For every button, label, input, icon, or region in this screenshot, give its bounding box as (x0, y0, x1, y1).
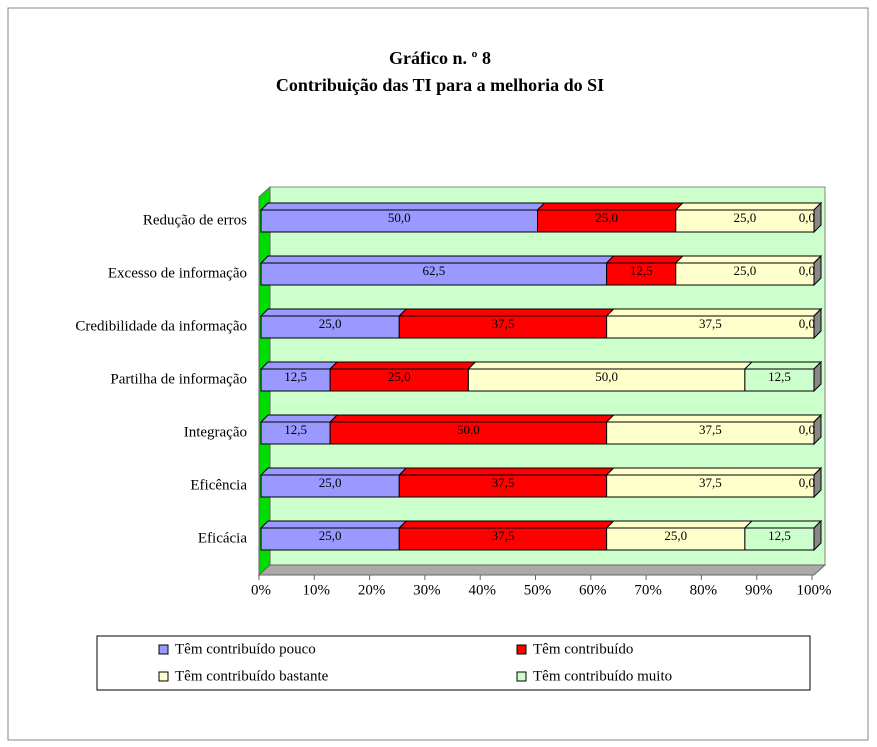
data-label: 25,0 (319, 528, 342, 543)
bar-side (813, 254, 822, 287)
data-label: 50,0 (388, 210, 411, 225)
data-label: 37,5 (699, 475, 722, 490)
x-tick-label: 40% (468, 582, 496, 598)
legend-label: Têm contribuído pouco (175, 641, 316, 657)
chart-title: Gráfico n. º 8 (389, 48, 491, 68)
data-label: 12,5 (768, 369, 791, 384)
bar-side (813, 201, 822, 234)
data-label: 25,0 (664, 528, 687, 543)
floor (257, 564, 827, 576)
bar-side (813, 519, 822, 552)
legend-swatch (516, 671, 527, 682)
bar-top (259, 467, 408, 476)
bar-top (605, 414, 823, 423)
legend (96, 635, 811, 691)
bar-side (813, 466, 822, 499)
y-tick-label: Integração (184, 424, 247, 440)
bar-side (813, 413, 822, 446)
data-label: 12,5 (630, 263, 653, 278)
bar-top (605, 467, 823, 476)
data-label: 62,5 (422, 263, 445, 278)
y-tick-label: Eficácia (198, 530, 247, 546)
bar-top (259, 255, 615, 264)
bar-top (536, 202, 684, 211)
bar-top (259, 361, 339, 370)
data-label: 0,0 (799, 422, 815, 437)
data-label: 0,0 (799, 316, 815, 331)
bar-top (743, 520, 823, 529)
data-label: 25,0 (388, 369, 411, 384)
x-tick-label: 80% (690, 582, 718, 598)
bar-top (605, 255, 684, 264)
legend-swatch (158, 644, 169, 655)
data-label: 37,5 (492, 528, 515, 543)
x-tick-label: 70% (634, 582, 662, 598)
x-tick-label: 20% (358, 582, 386, 598)
bar-top (259, 414, 339, 423)
data-label: 25,0 (319, 475, 342, 490)
bar-top (674, 255, 823, 264)
data-label: 0,0 (799, 475, 815, 490)
data-label: 50,0 (595, 369, 618, 384)
data-label: 25,0 (734, 210, 757, 225)
legend-swatch (516, 644, 527, 655)
bar-side (813, 360, 822, 393)
bar-top (605, 308, 823, 317)
legend-label: Têm contribuído bastante (175, 668, 329, 684)
bar-top (398, 520, 615, 529)
x-tick-label: 100% (797, 582, 832, 598)
bar-top (259, 308, 408, 317)
data-label: 25,0 (734, 263, 757, 278)
y-tick-label: Partilha de informação (110, 371, 247, 387)
bar-top (674, 202, 823, 211)
legend-swatch (158, 671, 169, 682)
bar-top (398, 308, 615, 317)
x-tick-label: 30% (413, 582, 441, 598)
data-label: 12,5 (284, 369, 307, 384)
bar-top (328, 361, 477, 370)
bar-top (743, 361, 823, 370)
chart-subtitle: Contribuição das TI para a melhoria do S… (276, 75, 604, 95)
data-label: 37,5 (699, 316, 722, 331)
y-tick-label: Excesso de informação (108, 265, 247, 281)
x-tick-label: 50% (524, 582, 552, 598)
data-label: 12,5 (284, 422, 307, 437)
bar-top (259, 202, 546, 211)
data-label: 25,0 (319, 316, 342, 331)
data-label: 0,0 (799, 263, 815, 278)
data-label: 37,5 (492, 316, 515, 331)
data-label: 25,0 (595, 210, 618, 225)
data-label: 50,0 (457, 422, 480, 437)
bar-top (467, 361, 754, 370)
data-label: 0,0 (799, 210, 815, 225)
data-label: 12,5 (768, 528, 791, 543)
legend-label: Têm contribuído (533, 641, 633, 657)
data-label: 37,5 (492, 475, 515, 490)
y-tick-label: Eficência (190, 477, 247, 493)
x-tick-label: 60% (579, 582, 607, 598)
bar-side (813, 307, 822, 340)
x-tick-label: 90% (745, 582, 773, 598)
bar-top (605, 520, 754, 529)
x-tick-label: 0% (251, 582, 271, 598)
bar-top (328, 414, 615, 423)
bar-top (259, 520, 408, 529)
x-tick-label: 10% (303, 582, 331, 598)
y-tick-label: Credibilidade da informação (75, 318, 247, 334)
data-label: 37,5 (699, 422, 722, 437)
y-tick-label: Redução de erros (143, 212, 247, 228)
bar-top (398, 467, 615, 476)
legend-label: Têm contribuído muito (533, 668, 672, 684)
